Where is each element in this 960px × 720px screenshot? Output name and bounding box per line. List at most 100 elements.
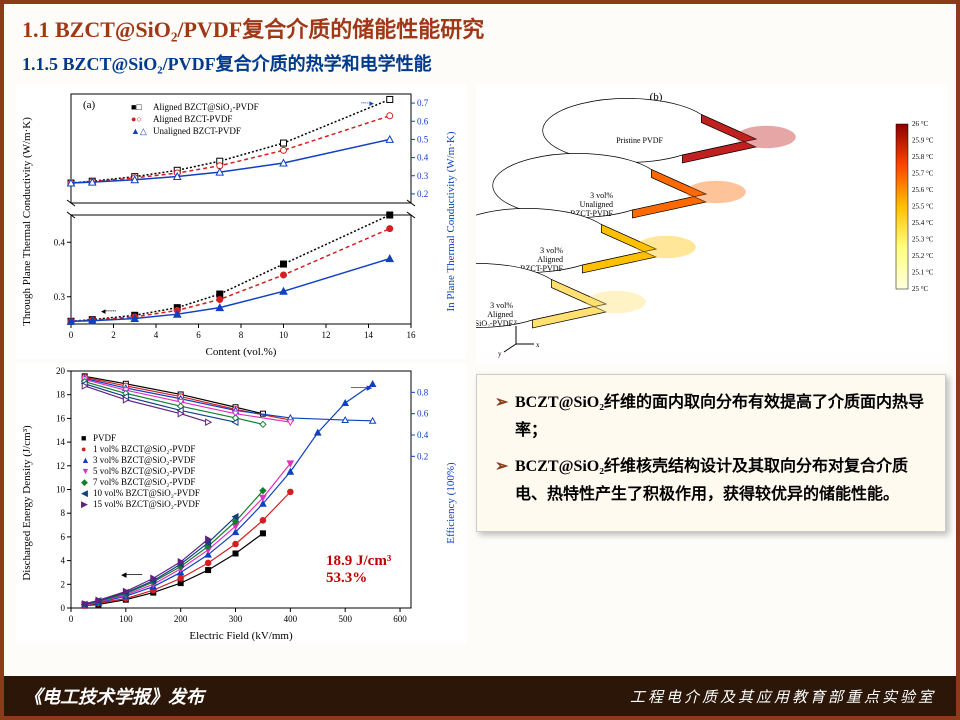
svg-text:300: 300 — [229, 614, 243, 624]
svg-text:Aligned: Aligned — [487, 310, 513, 319]
svg-text:10: 10 — [56, 485, 66, 495]
svg-text:10 vol% BZCT@SiO₂-PVDF: 10 vol% BZCT@SiO₂-PVDF — [93, 488, 200, 498]
svg-text:Through Plane Thermal Conducti: Through Plane Thermal Conductivity (W/m·… — [21, 117, 33, 326]
svg-text:Aligned BZCT@SiO₂-PVDF: Aligned BZCT@SiO₂-PVDF — [153, 102, 259, 112]
svg-text:Discharged Energy Density (J/c: Discharged Energy Density (J/cm³) — [21, 425, 33, 581]
svg-text:100: 100 — [119, 614, 133, 624]
svg-text:▲: ▲ — [81, 455, 90, 465]
callout-item-2: BCZT@SiO₂纤维核壳结构设计及其取向分布对复合介质电、热特性产生了积极作用… — [495, 453, 927, 509]
svg-text:8: 8 — [239, 330, 244, 340]
svg-text:3 vol% BZCT@SiO₂-PVDF: 3 vol% BZCT@SiO₂-PVDF — [93, 455, 195, 465]
svg-text:PVDF: PVDF — [93, 433, 116, 443]
svg-text:25.2 °C: 25.2 °C — [912, 252, 934, 260]
svg-text:3 vol%: 3 vol% — [590, 191, 613, 200]
svg-text:4: 4 — [154, 330, 159, 340]
sub-title: 1.1.5 BZCT@SiO₂/PVDF复合介质的热学和电学性能 — [4, 48, 956, 84]
svg-text:500: 500 — [338, 614, 352, 624]
svg-text:25.7 °C: 25.7 °C — [912, 170, 934, 178]
svg-text:6: 6 — [61, 532, 66, 542]
svg-text:18: 18 — [56, 390, 66, 400]
svg-text:25.9 °C: 25.9 °C — [912, 137, 934, 145]
svg-text:Unaligned: Unaligned — [580, 200, 613, 209]
svg-text:15 vol% BZCT@SiO₂-PVDF: 15 vol% BZCT@SiO₂-PVDF — [93, 499, 200, 509]
footer-left: 《电工技术学报》发布 — [24, 683, 204, 709]
svg-text:20: 20 — [56, 366, 66, 376]
svg-text:0.6: 0.6 — [417, 409, 429, 419]
svg-text:●: ● — [81, 444, 86, 454]
footer-right: 工程电介质及其应用教育部重点实验室 — [630, 686, 936, 707]
annot-line2: 53.3% — [326, 570, 391, 587]
svg-text:0: 0 — [69, 614, 74, 624]
svg-text:Electric Field (kV/mm): Electric Field (kV/mm) — [189, 630, 293, 642]
svg-text:▲△: ▲△ — [131, 126, 147, 136]
svg-text:14: 14 — [364, 330, 374, 340]
svg-text:25.1 °C: 25.1 °C — [912, 269, 934, 277]
svg-text:6: 6 — [196, 330, 201, 340]
svg-text:(a): (a) — [83, 99, 96, 111]
svg-text:14: 14 — [56, 437, 66, 447]
svg-text:25 °C: 25 °C — [912, 285, 929, 293]
svg-text:◆: ◆ — [81, 477, 88, 487]
svg-text:400: 400 — [284, 614, 298, 624]
svg-text:Unaligned BZCT-PVDF: Unaligned BZCT-PVDF — [153, 126, 241, 136]
chart-c-svg: 0100200300400500600Electric Field (kV/mm… — [16, 363, 466, 643]
svg-text:25.3 °C: 25.3 °C — [912, 236, 934, 244]
callout-box: BCZT@SiO₂纤维的面内取向分布有效提高了介质面内热导率； BCZT@SiO… — [476, 374, 946, 532]
svg-text:◂┄┄: ◂┄┄ — [101, 306, 117, 316]
svg-text:2: 2 — [61, 579, 66, 589]
svg-text:0.3: 0.3 — [417, 171, 429, 181]
svg-text:0.4: 0.4 — [54, 237, 66, 247]
svg-text:25.6 °C: 25.6 °C — [912, 186, 934, 194]
svg-text:26 °C: 26 °C — [912, 120, 929, 128]
svg-text:4: 4 — [61, 556, 66, 566]
svg-text:▶: ▶ — [81, 499, 88, 509]
svg-text:1 vol% BZCT@SiO₂-PVDF: 1 vol% BZCT@SiO₂-PVDF — [93, 444, 195, 454]
svg-text:0.7: 0.7 — [417, 98, 429, 108]
svg-text:┄·▸: ┄·▸ — [361, 98, 374, 108]
svg-text:25.5 °C: 25.5 °C — [912, 203, 934, 211]
schematic-b: (b)Pristine PVDF3 vol%UnalignedBZCT-PVDF… — [476, 84, 946, 364]
svg-text:Efficiency (100%): Efficiency (100%) — [445, 462, 457, 544]
svg-text:10: 10 — [279, 330, 289, 340]
svg-text:3 vol%: 3 vol% — [490, 301, 513, 310]
svg-text:BZCT@SiO₂-PVDF: BZCT@SiO₂-PVDF — [476, 319, 514, 328]
svg-text:Content (vol.%): Content (vol.%) — [206, 346, 277, 358]
svg-text:0: 0 — [61, 603, 66, 613]
svg-text:◀: ◀ — [81, 488, 88, 498]
slide-frame: 1.1 BZCT@SiO₂/PVDF复合介质的储能性能研究 1.1.5 BZCT… — [0, 0, 960, 720]
svg-text:600: 600 — [393, 614, 407, 624]
svg-text:x: x — [536, 341, 540, 349]
svg-text:0.6: 0.6 — [417, 116, 429, 126]
svg-text:z: z — [514, 318, 517, 326]
svg-text:0.2: 0.2 — [417, 451, 428, 461]
svg-text:y: y — [498, 350, 502, 358]
svg-text:8: 8 — [61, 508, 66, 518]
svg-text:25.4 °C: 25.4 °C — [912, 219, 934, 227]
svg-text:5 vol% BZCT@SiO₂-PVDF: 5 vol% BZCT@SiO₂-PVDF — [93, 466, 195, 476]
svg-text:0.4: 0.4 — [417, 153, 429, 163]
svg-text:■: ■ — [81, 433, 86, 443]
chart-c-energy: 0100200300400500600Electric Field (kV/mm… — [16, 363, 466, 643]
svg-text:◂──: ◂── — [121, 569, 142, 581]
chart-a-svg: 0246810121416Content (vol.%)0.30.40.20.3… — [16, 84, 466, 359]
annotation-energy: 18.9 J/cm³ 53.3% — [326, 553, 391, 587]
svg-text:●○: ●○ — [131, 114, 142, 124]
svg-text:16: 16 — [56, 413, 66, 423]
chart-a-thermal: 0246810121416Content (vol.%)0.30.40.20.3… — [16, 84, 466, 359]
svg-text:Aligned BZCT-PVDF: Aligned BZCT-PVDF — [153, 114, 232, 124]
right-column: (b)Pristine PVDF3 vol%UnalignedBZCT-PVDF… — [476, 84, 946, 670]
svg-text:──▸: ──▸ — [350, 382, 373, 394]
left-column: 0 2 4 6 8 10 12 14 16 Content (vol.%) 0.3 0.4 0.2 0.3… — [16, 84, 466, 670]
svg-text:In Plane Thermal Conductivity: In Plane Thermal Conductivity (W/m·K) — [445, 131, 457, 311]
svg-text:2: 2 — [111, 330, 116, 340]
callout-list: BCZT@SiO₂纤维的面内取向分布有效提高了介质面内热导率； BCZT@SiO… — [495, 389, 927, 509]
svg-text:0.3: 0.3 — [54, 292, 66, 302]
annot-line1: 18.9 J/cm³ — [326, 553, 391, 570]
svg-text:12: 12 — [56, 461, 65, 471]
svg-text:0.2: 0.2 — [417, 189, 428, 199]
svg-text:Aligned: Aligned — [537, 255, 563, 264]
callout-item-1: BCZT@SiO₂纤维的面内取向分布有效提高了介质面内热导率； — [495, 389, 927, 445]
svg-text:0.5: 0.5 — [417, 134, 429, 144]
schematic-svg: (b)Pristine PVDF3 vol%UnalignedBZCT-PVDF… — [476, 84, 946, 364]
svg-text:200: 200 — [174, 614, 188, 624]
